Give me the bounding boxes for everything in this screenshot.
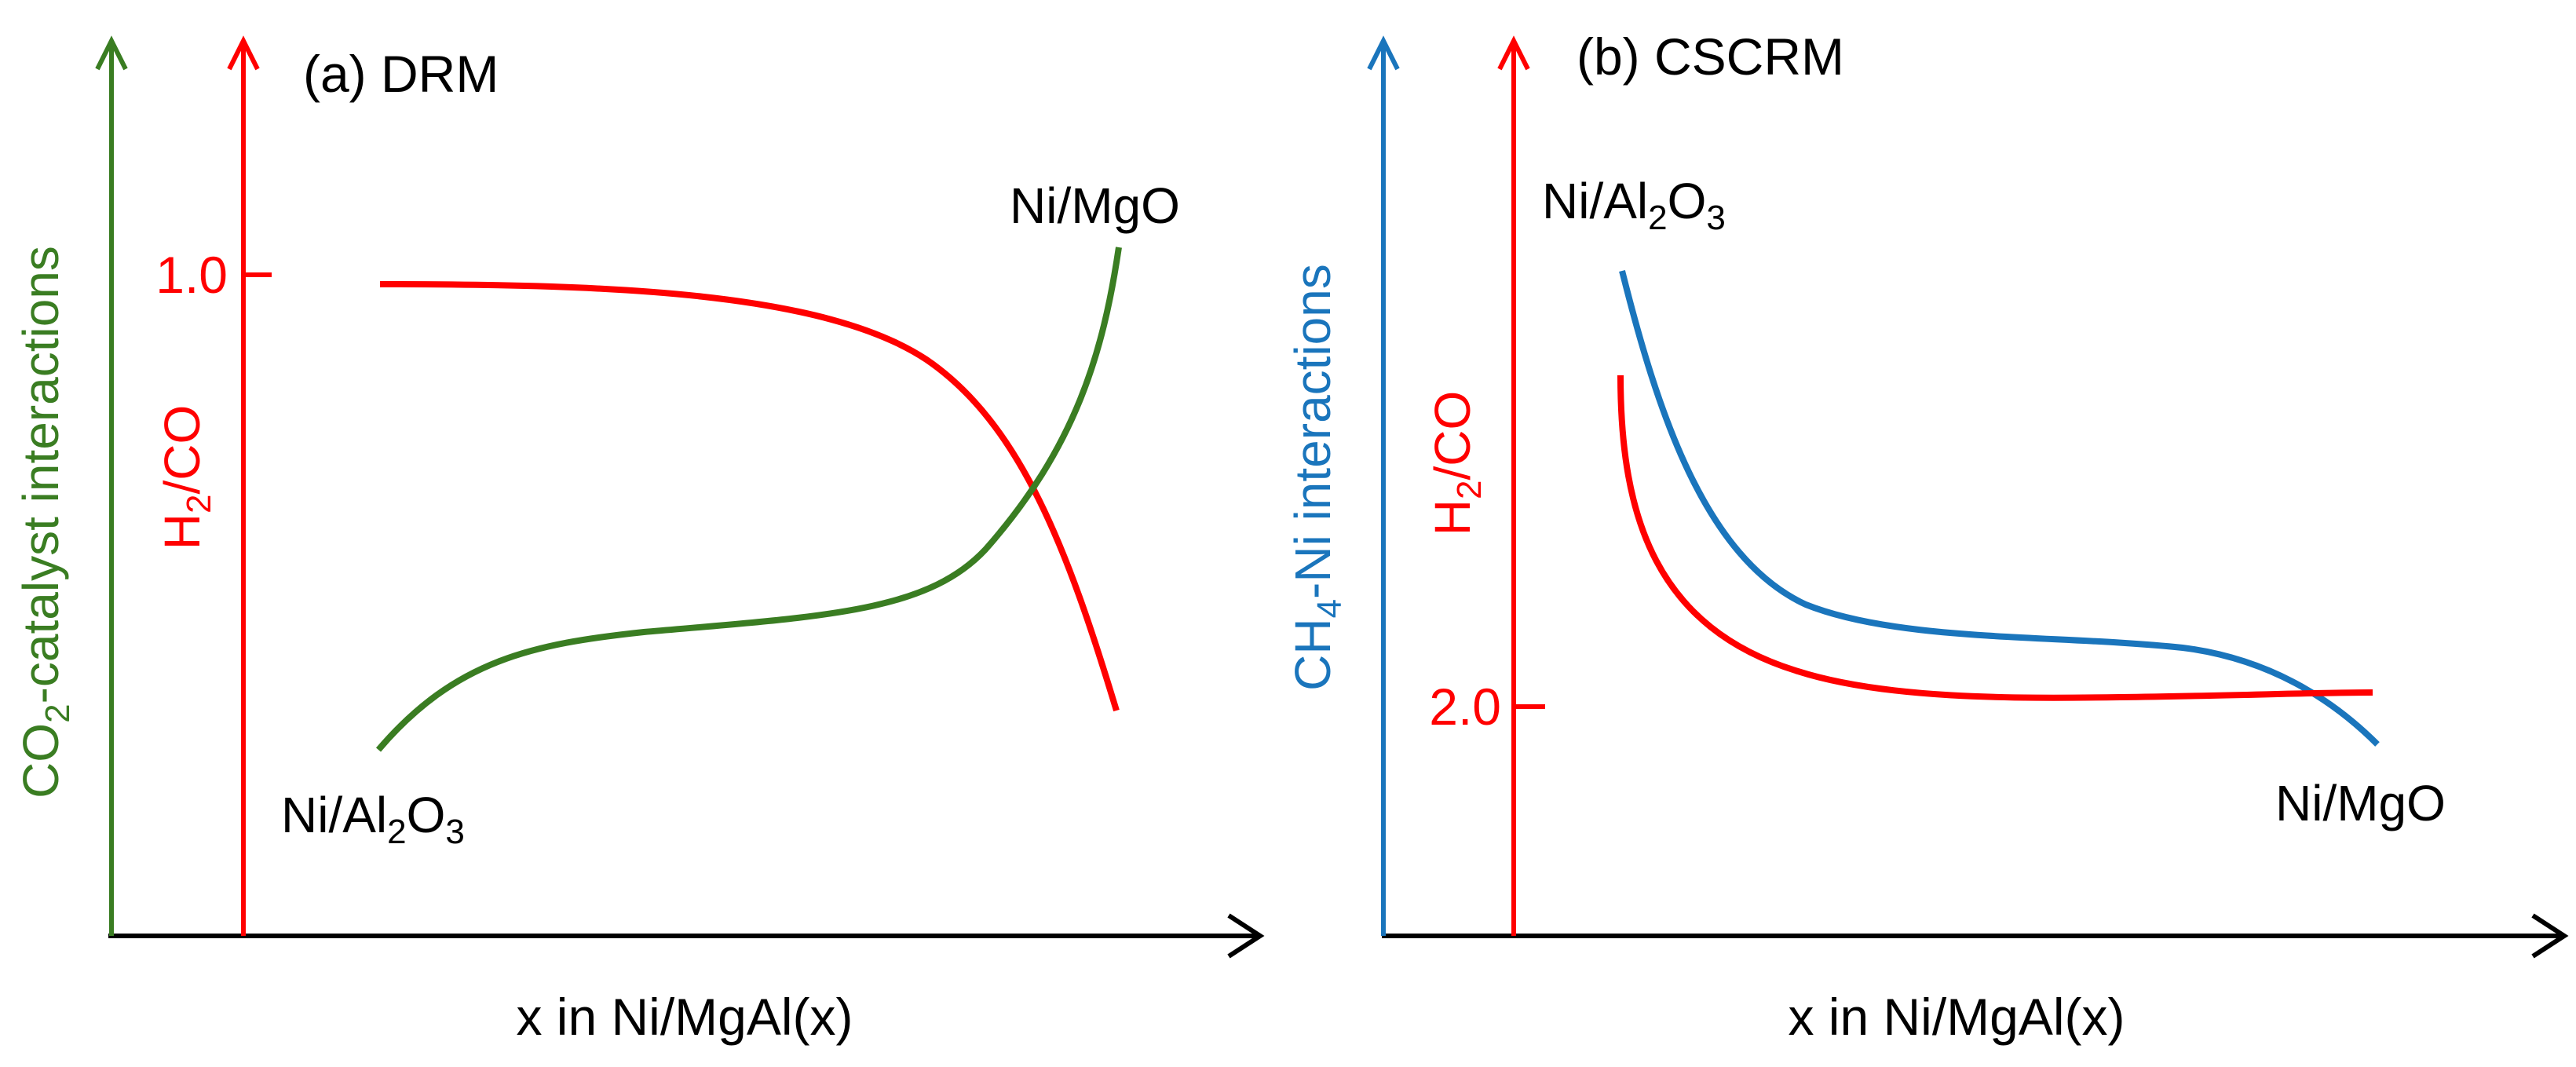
panel-b-blue-arrowhead [1367, 35, 1400, 71]
panel-a: 1.0 (a) DRM CO2-catalyst interactions H2… [13, 35, 1265, 1046]
panel-b-left-ylabel: CH4-Ni interactions [1284, 264, 1349, 691]
panel-a-right-ylabel: H2/CO [154, 405, 218, 550]
panel-a-tick-label: 1.0 [155, 246, 228, 304]
panel-b-h2co-curve [1617, 375, 2373, 701]
panel-a-left-ylabel: CO2-catalyst interactions [13, 246, 77, 798]
panel-a-red-arrowhead [227, 35, 260, 71]
panel-a-label-ni-mgo: Ni/MgO [1010, 177, 1180, 234]
panel-b-ch4-curve [1619, 270, 2380, 747]
panel-b-xlabel: x in Ni/MgAl(x) [1788, 988, 2125, 1046]
panel-a-label-ni-al2o3: Ni/Al2O3 [281, 787, 465, 851]
panel-b: 2.0 (b) CSCRM CH4-Ni interactions H2/CO … [1284, 27, 2569, 1046]
panel-b-title: (b) CSCRM [1577, 27, 1844, 86]
panel-b-label-ni-al2o3: Ni/Al2O3 [1542, 173, 1726, 237]
panel-a-xlabel: x in Ni/MgAl(x) [516, 988, 853, 1046]
panel-b-label-ni-mgo: Ni/MgO [2275, 775, 2446, 831]
panel-a-h2co-curve [379, 281, 1120, 712]
panel-b-x-arrowhead [2531, 913, 2569, 959]
panel-b-red-arrowhead [1497, 35, 1530, 71]
panel-a-green-arrowhead [95, 35, 128, 71]
panel-b-tick-label: 2.0 [1429, 678, 1501, 736]
panel-a-x-arrowhead [1227, 913, 1265, 959]
panel-b-right-ylabel: H2/CO [1424, 391, 1489, 535]
panel-a-co2-curve [375, 247, 1122, 752]
panel-a-title: (a) DRM [303, 45, 499, 103]
